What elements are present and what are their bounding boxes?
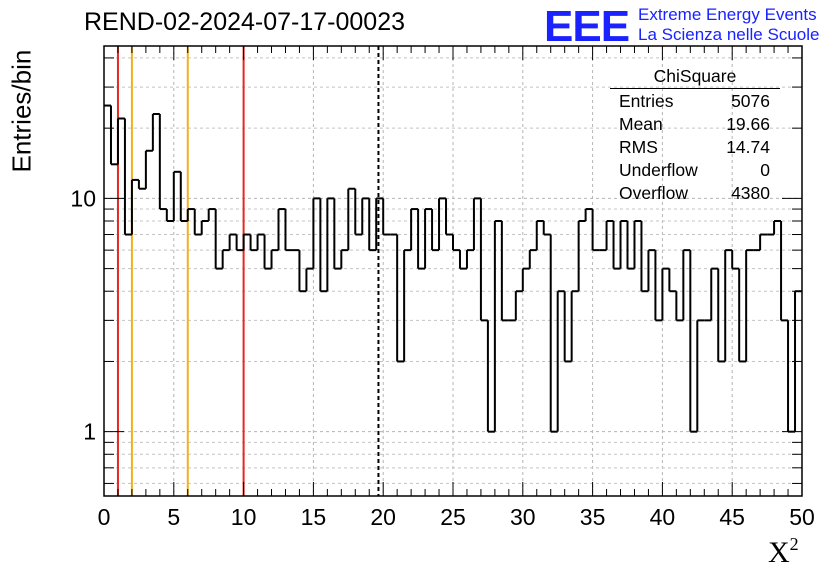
y-tick-label: 10 — [70, 185, 96, 211]
logo-line-2: La Scienza nelle Scuole — [638, 25, 820, 44]
stats-label: RMS — [619, 137, 658, 157]
x-axis-label: X2 — [768, 534, 799, 570]
x-tick-label: 45 — [719, 504, 745, 530]
stats-row-entries: Entries 5076 — [610, 91, 780, 114]
x-tick-label: 30 — [510, 504, 536, 530]
axis-ticks: 0 5 10 15 20 25 30 35 40 45 50 1 10 — [70, 46, 815, 530]
logo-line-1: Extreme Energy Events — [638, 5, 817, 24]
x-axis-label-base: X — [768, 536, 790, 569]
stats-row-mean: Mean 19.66 — [610, 114, 780, 137]
stats-row-overflow: Overflow 4380 — [610, 183, 780, 206]
y-tick-label: 1 — [83, 419, 96, 445]
y-axis-label: Entries/bin — [6, 49, 37, 173]
stats-value: 5076 — [731, 91, 770, 111]
stats-label: Entries — [619, 91, 674, 111]
histogram-series — [104, 104, 802, 433]
x-axis-label-sup: 2 — [789, 534, 799, 554]
x-tick-label: 35 — [580, 504, 606, 530]
eee-logo: EEE — [544, 2, 630, 51]
x-tick-label: 50 — [789, 504, 815, 530]
stats-value: 4380 — [731, 183, 770, 203]
stats-label: Overflow — [619, 183, 689, 203]
stats-label: Mean — [619, 114, 663, 134]
stats-label: Underflow — [619, 160, 698, 180]
grid-lines — [104, 46, 802, 496]
x-tick-label: 5 — [167, 504, 180, 530]
x-tick-label: 15 — [301, 504, 327, 530]
stats-row-underflow: Underflow 0 — [610, 160, 780, 183]
x-tick-label: 40 — [650, 504, 676, 530]
x-tick-label: 25 — [440, 504, 466, 530]
x-tick-label: 20 — [370, 504, 396, 530]
x-tick-label: 0 — [98, 504, 111, 530]
stats-box: ChiSquare Entries 5076 Mean 19.66 RMS 14.74… — [610, 66, 780, 206]
reference-lines — [116, 46, 380, 496]
stats-value: 0 — [760, 160, 770, 180]
chart-title: REND-02-2024-07-17-00023 — [84, 8, 406, 36]
stats-title: ChiSquare — [610, 66, 780, 89]
stats-value: 19.66 — [726, 114, 770, 134]
stats-row-rms: RMS 14.74 — [610, 137, 780, 160]
x-tick-label: 10 — [231, 504, 257, 530]
stats-value: 14.74 — [726, 137, 770, 157]
